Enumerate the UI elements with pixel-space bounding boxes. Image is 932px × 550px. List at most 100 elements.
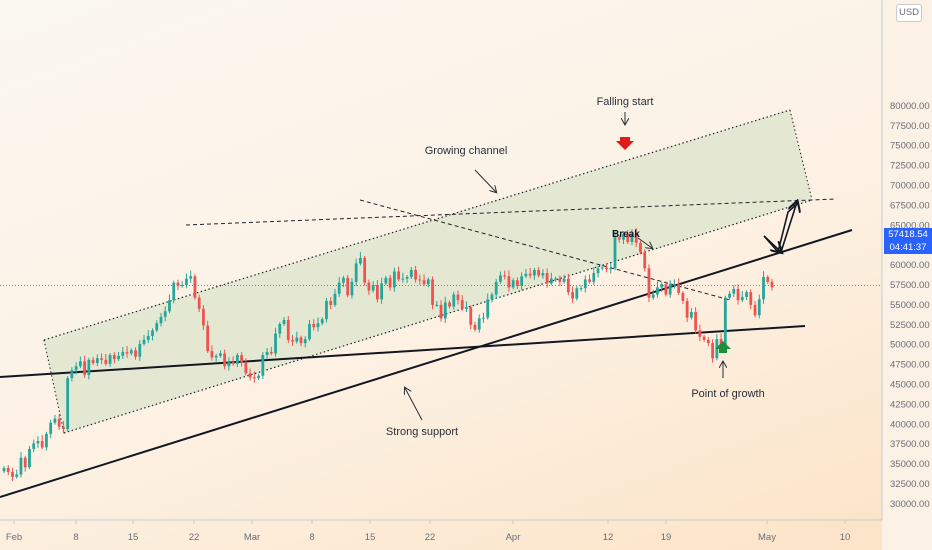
candle-body <box>749 292 753 305</box>
candle-body <box>227 362 231 367</box>
candle-body <box>401 278 405 280</box>
candle-body <box>316 323 320 328</box>
candle-body <box>469 307 473 325</box>
candle-body <box>286 320 290 340</box>
candle-body <box>528 273 532 276</box>
candle-body <box>87 359 91 375</box>
annotation-point-of-growth: Point of growth <box>691 388 764 400</box>
candle-body <box>155 323 159 331</box>
candle-body <box>53 418 57 423</box>
candle-body <box>639 242 642 253</box>
x-tick-label: 19 <box>661 532 672 543</box>
y-tick-label: 75000.00 <box>890 141 930 152</box>
x-tick-label: 15 <box>365 532 376 543</box>
growing-channel-fill <box>44 110 812 433</box>
candle-body <box>745 292 748 297</box>
countdown-timer: 04:41:37 <box>889 242 927 253</box>
candle-body <box>185 278 188 285</box>
candle-body <box>252 377 256 379</box>
y-tick-label: 32500.00 <box>890 479 930 490</box>
candle-body <box>193 276 197 298</box>
candle-body <box>634 234 638 243</box>
candle-body <box>503 275 507 277</box>
candle-body <box>392 271 396 288</box>
candle-body <box>206 325 210 352</box>
candle-body <box>435 304 439 306</box>
candle-body <box>596 268 600 274</box>
currency-button[interactable]: USD <box>896 4 922 22</box>
candle-body <box>342 277 345 283</box>
y-tick-label: 57500.00 <box>890 280 930 291</box>
candle-body <box>473 324 477 330</box>
candle-body <box>740 296 744 301</box>
y-tick-label: 42500.00 <box>890 399 930 410</box>
candle-body <box>375 285 379 300</box>
candle-body <box>681 292 685 301</box>
candle-body <box>218 353 222 356</box>
x-tick-label: 22 <box>189 532 200 543</box>
candle-body <box>359 257 362 264</box>
candle-body <box>397 271 401 280</box>
strong-support-line <box>0 229 853 498</box>
candle-body <box>617 237 621 240</box>
candle-body <box>664 284 668 295</box>
candle-body <box>571 292 574 299</box>
candle-body <box>723 297 727 348</box>
candle-body <box>235 355 239 364</box>
candle-body <box>443 302 447 319</box>
y-tick-label: 52500.00 <box>890 320 930 331</box>
candle-body <box>346 277 350 296</box>
candle-body <box>248 373 252 378</box>
y-tick-label: 55000.00 <box>890 300 930 311</box>
candle-body <box>630 234 634 243</box>
y-tick-label: 72500.00 <box>890 161 930 172</box>
candle-body <box>622 234 625 240</box>
candle-body <box>592 273 596 282</box>
candle-body <box>83 361 87 375</box>
candle-body <box>240 355 244 363</box>
candle-body <box>138 343 142 357</box>
candle-body <box>6 468 10 473</box>
candle-body <box>15 474 19 477</box>
candle-body <box>210 351 214 358</box>
candle-body <box>367 282 371 291</box>
projection-arrow-1 <box>763 235 781 252</box>
annotation-growing-channel: Growing channel <box>425 145 508 157</box>
y-tick-label: 70000.00 <box>890 181 930 192</box>
candle-body <box>516 280 519 286</box>
candle-body <box>499 275 502 282</box>
candle-body <box>728 293 731 298</box>
candle-body <box>172 282 176 301</box>
candle-body <box>74 366 78 371</box>
candle-body <box>460 300 464 309</box>
candle-body <box>244 362 248 374</box>
candle-body <box>545 273 549 284</box>
candle-body <box>108 355 112 364</box>
candle-body <box>291 339 294 342</box>
candle-body <box>613 237 617 269</box>
candle-body <box>422 280 426 285</box>
candle-body <box>57 418 61 427</box>
candle-body <box>651 294 655 298</box>
candle-body <box>28 448 31 468</box>
candle-body <box>677 284 681 293</box>
falling-start-red-arrow-icon <box>616 137 634 150</box>
candle-body <box>62 426 65 430</box>
annotation-falling-start: Falling start <box>597 96 654 108</box>
candle-body <box>282 320 286 325</box>
candle-body <box>439 304 443 319</box>
candle-body <box>78 361 82 367</box>
candle-body <box>732 288 736 294</box>
candle-body <box>583 279 587 289</box>
candle-body <box>486 299 490 318</box>
candle-body <box>214 355 218 358</box>
resistance-dashed-line <box>185 198 837 226</box>
x-tick-label: 15 <box>128 532 139 543</box>
candle-body <box>579 288 583 290</box>
candle-body <box>278 324 282 334</box>
candle-body <box>100 358 103 360</box>
candle-body <box>350 281 354 296</box>
y-tick-label: 50000.00 <box>890 340 930 351</box>
